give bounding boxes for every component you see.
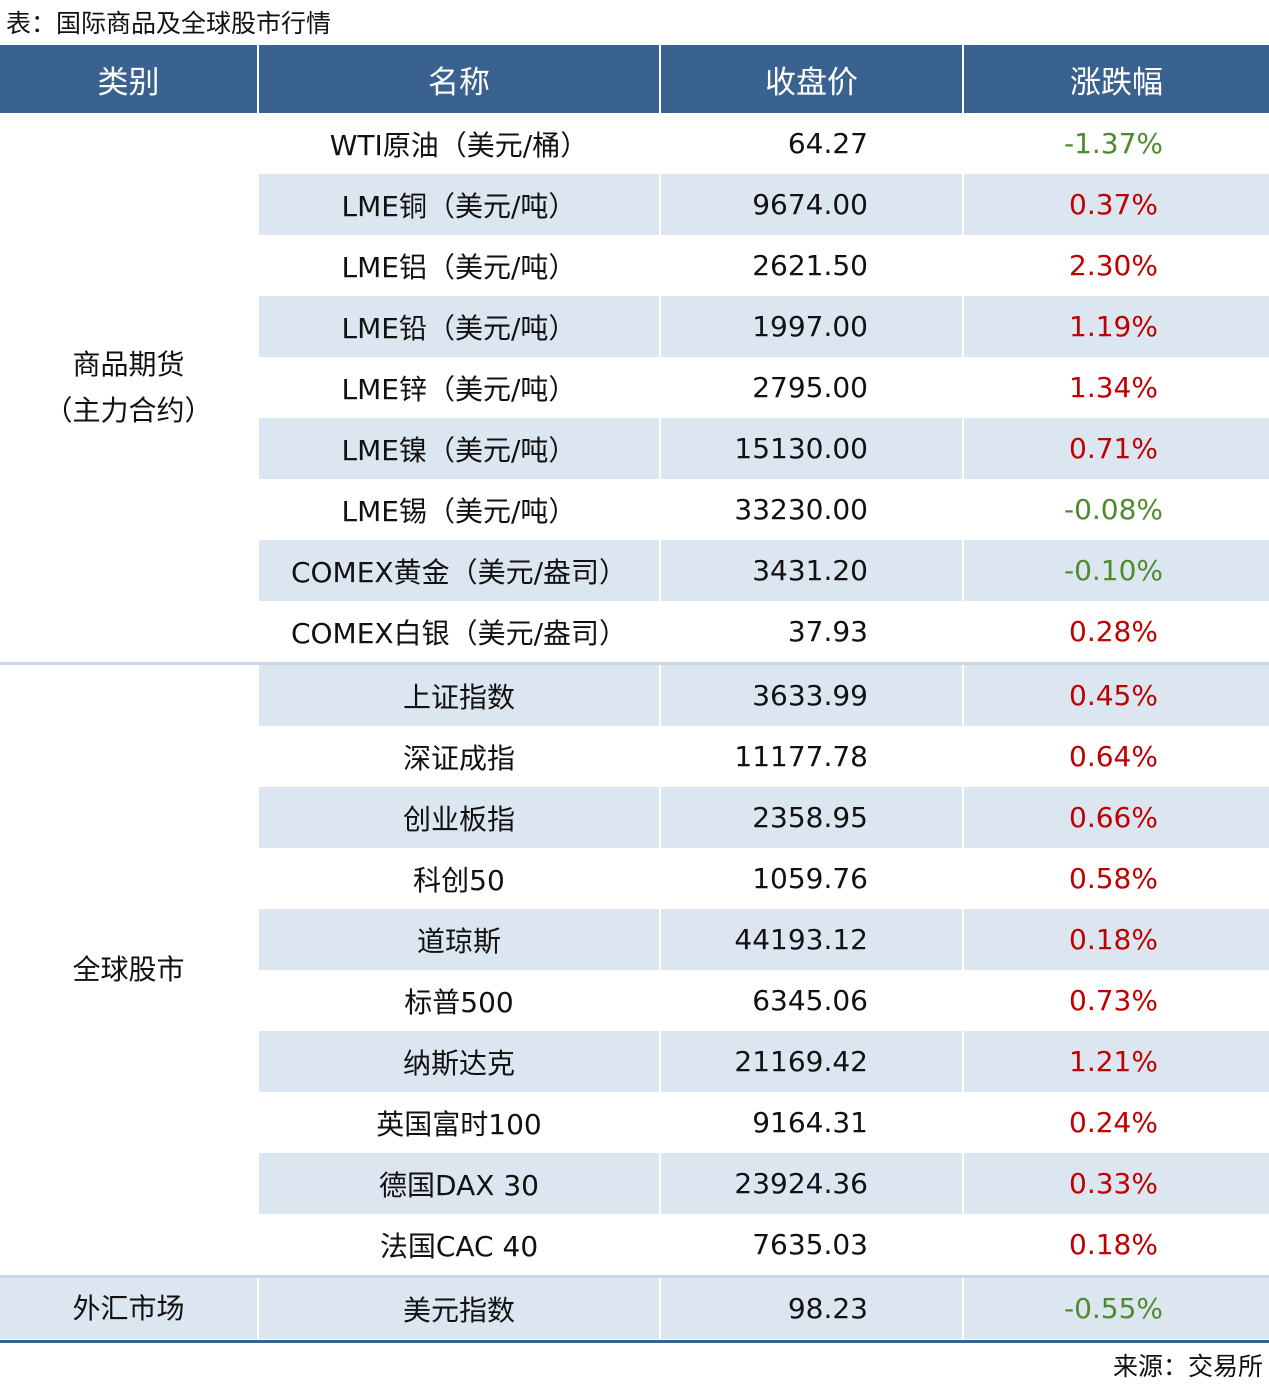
change-cell: -1.37% <box>962 113 1269 174</box>
name-cell: LME铅（美元/吨） <box>257 296 660 357</box>
change-cell: 0.33% <box>962 1153 1269 1214</box>
name-cell: 道琼斯 <box>257 909 660 970</box>
category-label: 外汇市场 <box>72 1291 185 1325</box>
bottom-rule <box>0 1340 1269 1343</box>
table-title: 表：国际商品及全球股市行情 <box>6 9 332 38</box>
name-cell: LME铜（美元/吨） <box>257 174 660 235</box>
change-cell: -0.08% <box>962 479 1269 540</box>
name-cell: 英国富时100 <box>257 1092 660 1153</box>
change-cell: 0.58% <box>962 848 1269 909</box>
change-cell: 0.64% <box>962 726 1269 787</box>
table-row: 外汇市场 美元指数 98.23 -0.55% <box>0 1275 1269 1339</box>
price-cell: 11177.78 <box>659 726 963 787</box>
change-cell: 0.73% <box>962 970 1269 1031</box>
table-row: LME铅（美元/吨） 1997.00 1.19% <box>0 296 1269 357</box>
name-cell: LME镍（美元/吨） <box>257 418 660 479</box>
price-cell: 2795.00 <box>659 357 963 418</box>
price-cell: 1997.00 <box>659 296 963 357</box>
table-row: COMEX白银（美元/盎司） 37.93 0.28% <box>0 601 1269 664</box>
table-row: 德国DAX 30 23924.36 0.33% <box>0 1153 1269 1214</box>
category-label: 全球股市 <box>72 953 185 986</box>
column-header: 收盘价 <box>659 45 963 113</box>
table-row: LME锌（美元/吨） 2795.00 1.34% <box>0 357 1269 418</box>
price-cell: 64.27 <box>659 113 963 174</box>
change-cell: 1.34% <box>962 357 1269 418</box>
price-cell: 2621.50 <box>659 235 963 296</box>
name-cell: 标普500 <box>257 970 660 1031</box>
table-row: LME铝（美元/吨） 2621.50 2.30% <box>0 235 1269 296</box>
name-cell: 法国CAC 40 <box>257 1214 660 1277</box>
source-note: 来源：交易所 <box>1112 1352 1263 1381</box>
change-cell: 0.28% <box>962 601 1269 664</box>
name-cell: WTI原油（美元/桶） <box>257 113 660 174</box>
table-row: 道琼斯 44193.12 0.18% <box>0 909 1269 970</box>
change-cell: 1.21% <box>962 1031 1269 1092</box>
category-label: （主力合约） <box>44 393 213 427</box>
change-cell: -0.10% <box>962 540 1269 601</box>
name-cell: 上证指数 <box>257 662 660 726</box>
table-row: 法国CAC 40 7635.03 0.18% <box>0 1214 1269 1277</box>
name-cell: 科创50 <box>257 848 660 909</box>
table-row: 深证成指 11177.78 0.64% <box>0 726 1269 787</box>
table-row: 英国富时100 9164.31 0.24% <box>0 1092 1269 1153</box>
price-cell: 98.23 <box>659 1275 963 1339</box>
change-cell: 2.30% <box>962 235 1269 296</box>
change-cell: 0.71% <box>962 418 1269 479</box>
name-cell: 纳斯达克 <box>257 1031 660 1092</box>
price-cell: 15130.00 <box>659 418 963 479</box>
name-cell: 美元指数 <box>257 1275 660 1339</box>
price-cell: 9674.00 <box>659 174 963 235</box>
change-cell: -0.55% <box>962 1275 1269 1339</box>
header-row: 类别 名称 收盘价 涨跌幅 <box>0 45 1269 113</box>
category-cell: 全球股市 <box>0 662 258 1277</box>
change-cell: 0.37% <box>962 174 1269 235</box>
table-row: LME锡（美元/吨） 33230.00 -0.08% <box>0 479 1269 540</box>
price-cell: 44193.12 <box>659 909 963 970</box>
table-row: LME铜（美元/吨） 9674.00 0.37% <box>0 174 1269 235</box>
name-cell: COMEX白银（美元/盎司） <box>257 601 660 664</box>
table-row: LME镍（美元/吨） 15130.00 0.71% <box>0 418 1269 479</box>
price-cell: 6345.06 <box>659 970 963 1031</box>
name-cell: 深证成指 <box>257 726 660 787</box>
name-cell: 德国DAX 30 <box>257 1153 660 1214</box>
column-header: 涨跌幅 <box>962 45 1269 113</box>
table-row: COMEX黄金（美元/盎司） 3431.20 -0.10% <box>0 540 1269 601</box>
price-cell: 2358.95 <box>659 787 963 848</box>
change-cell: 1.19% <box>962 296 1269 357</box>
name-cell: LME铝（美元/吨） <box>257 235 660 296</box>
table-row: 全球股市 上证指数 3633.99 0.45% <box>0 662 1269 1277</box>
change-cell: 0.24% <box>962 1092 1269 1153</box>
category-cell: 商品期货 （主力合约） <box>0 113 258 664</box>
price-cell: 9164.31 <box>659 1092 963 1153</box>
price-cell: 1059.76 <box>659 848 963 909</box>
name-cell: LME锌（美元/吨） <box>257 357 660 418</box>
price-cell: 3431.20 <box>659 540 963 601</box>
table-row: 纳斯达克 21169.42 1.21% <box>0 1031 1269 1092</box>
table-row: 创业板指 2358.95 0.66% <box>0 787 1269 848</box>
price-cell: 23924.36 <box>659 1153 963 1214</box>
column-header: 类别 <box>0 45 258 113</box>
change-cell: 0.18% <box>962 1214 1269 1277</box>
table-row: 商品期货 （主力合约） WTI原油（美元/桶） 64.27 -1.37% <box>0 113 1269 664</box>
price-cell: 21169.42 <box>659 1031 963 1092</box>
change-cell: 0.18% <box>962 909 1269 970</box>
change-cell: 0.66% <box>962 787 1269 848</box>
change-cell: 0.45% <box>962 662 1269 726</box>
price-cell: 3633.99 <box>659 662 963 726</box>
quote-table: 类别 名称 收盘价 涨跌幅 商品期货 （主力合约） WTI原油（美元/桶） 64.27 -1.… <box>0 45 1269 1339</box>
category-label: 商品期货 <box>72 347 185 381</box>
column-header: 名称 <box>257 45 660 113</box>
price-cell: 33230.00 <box>659 479 963 540</box>
name-cell: LME锡（美元/吨） <box>257 479 660 540</box>
category-cell: 外汇市场 <box>0 1275 258 1339</box>
name-cell: COMEX黄金（美元/盎司） <box>257 540 660 601</box>
table-row: 标普500 6345.06 0.73% <box>0 970 1269 1031</box>
table-row: 科创50 1059.76 0.58% <box>0 848 1269 909</box>
price-cell: 37.93 <box>659 601 963 664</box>
price-cell: 7635.03 <box>659 1214 963 1277</box>
name-cell: 创业板指 <box>257 787 660 848</box>
